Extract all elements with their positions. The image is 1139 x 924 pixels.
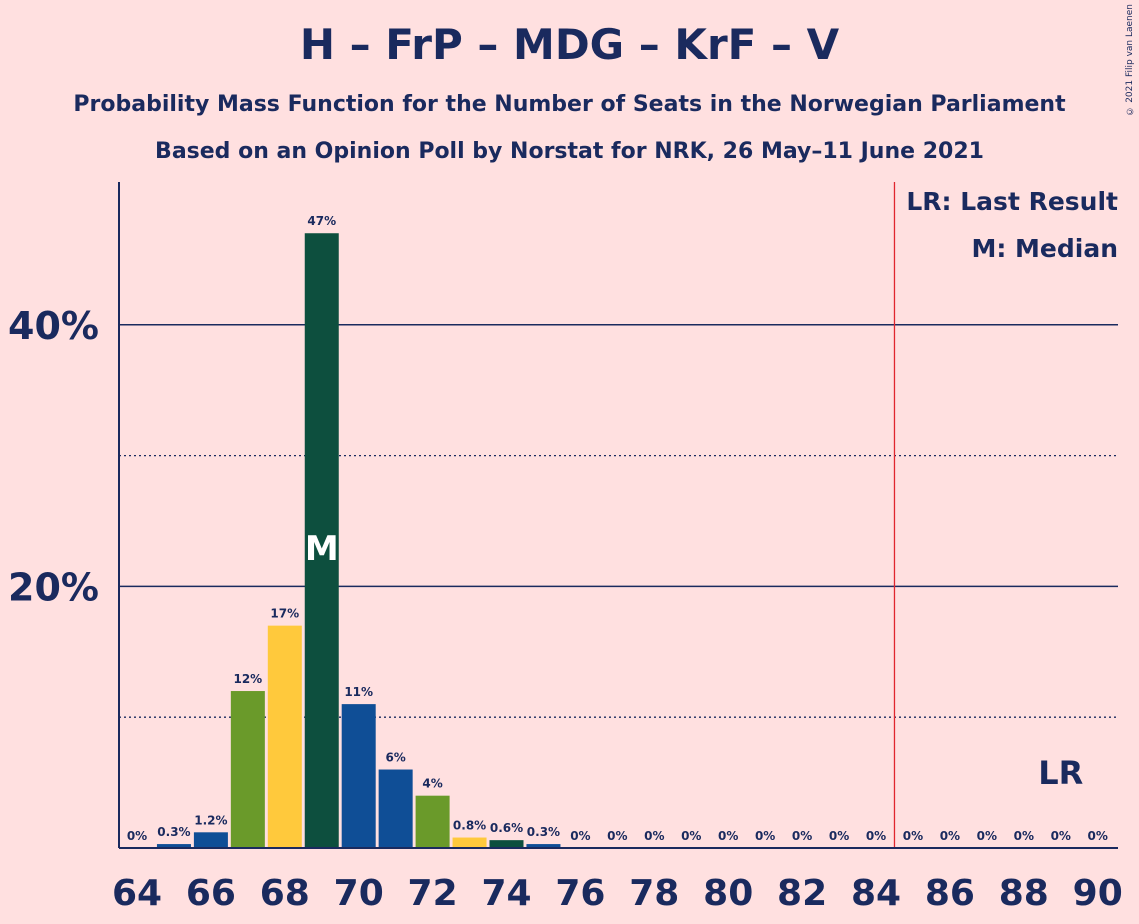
bar-value-label: 0%	[1014, 829, 1034, 843]
x-tick-label: 76	[555, 873, 605, 914]
bar-value-label: 17%	[270, 607, 299, 621]
bars-layer	[156, 233, 561, 849]
x-tick-label: 82	[777, 873, 827, 914]
x-tick-label: 68	[260, 873, 310, 914]
bar-seat-74	[489, 840, 524, 848]
x-tick-label: 66	[186, 873, 236, 914]
x-tick-label: 90	[1073, 873, 1123, 914]
bar-value-label: 0%	[681, 829, 701, 843]
bar-value-label: 0%	[940, 829, 960, 843]
bar-value-label: 6%	[385, 751, 405, 765]
bar-seat-71	[378, 769, 413, 848]
chart-title: H – FrP – MDG – KrF – V	[299, 20, 840, 69]
bar-value-label: 0%	[570, 829, 590, 843]
legend-last-result: LR: Last Result	[906, 187, 1118, 216]
bar-value-label: 0%	[1051, 829, 1071, 843]
bar-value-label: 0.8%	[453, 819, 486, 833]
bar-value-label: 0%	[792, 829, 812, 843]
bar-seat-68	[267, 625, 302, 848]
bar-seat-75	[526, 844, 561, 848]
x-tick-label: 70	[334, 873, 384, 914]
bar-seat-66	[193, 832, 228, 848]
legend-median: M: Median	[971, 234, 1118, 263]
bar-value-label: 0%	[829, 829, 849, 843]
bar-value-label: 0%	[644, 829, 664, 843]
chart-subtitle: Probability Mass Function for the Number…	[73, 92, 1066, 117]
bar-value-label: 47%	[307, 214, 336, 228]
bar-seat-73	[452, 837, 487, 848]
bar-value-label: 0%	[903, 829, 923, 843]
bar-value-label: 0%	[866, 829, 886, 843]
x-tick-label: 84	[851, 873, 901, 914]
bar-value-label: 0%	[1088, 829, 1108, 843]
bar-seat-70	[341, 704, 376, 848]
labels-layer: 0% 0.3% 1.2% 12% 17% 47% 11% 6% 4% 0.8% 0.6% 0.3% 0%…	[127, 214, 1108, 843]
bar-seat-65	[156, 844, 191, 848]
bar-value-label: 0.3%	[157, 825, 190, 839]
bar-value-label: 0%	[127, 829, 147, 843]
median-marker: M	[305, 529, 339, 569]
bar-value-label: 12%	[233, 672, 262, 686]
bar-seat-69	[304, 233, 339, 849]
bar-value-label: 0%	[607, 829, 627, 843]
last-result-marker: LR	[1038, 754, 1083, 792]
bar-value-label: 0.6%	[490, 821, 523, 835]
axis-layer: 20% 40% 64 66 68 70 72 74 76 78 80 82 84 86 88 90	[8, 182, 1123, 914]
x-tick-label: 86	[925, 873, 975, 914]
bar-value-label: 0%	[755, 829, 775, 843]
x-tick-label: 72	[408, 873, 458, 914]
x-tick-label: 80	[703, 873, 753, 914]
x-tick-label: 74	[481, 873, 531, 914]
x-tick-label: 64	[112, 873, 162, 914]
bar-seat-72	[415, 795, 450, 848]
bar-seat-67	[230, 691, 265, 848]
y-tick-label: 40%	[8, 304, 99, 348]
bar-value-label: 0%	[718, 829, 738, 843]
x-tick-label: 88	[999, 873, 1049, 914]
bar-value-label: 4%	[422, 777, 442, 791]
bar-value-label: 0.3%	[527, 825, 560, 839]
bar-value-label: 0%	[977, 829, 997, 843]
bar-value-label: 1.2%	[194, 813, 227, 827]
bar-value-label: 11%	[344, 685, 373, 699]
chart-source: Based on an Opinion Poll by Norstat for …	[155, 139, 984, 164]
x-tick-label: 78	[629, 873, 679, 914]
y-tick-label: 20%	[8, 565, 99, 609]
